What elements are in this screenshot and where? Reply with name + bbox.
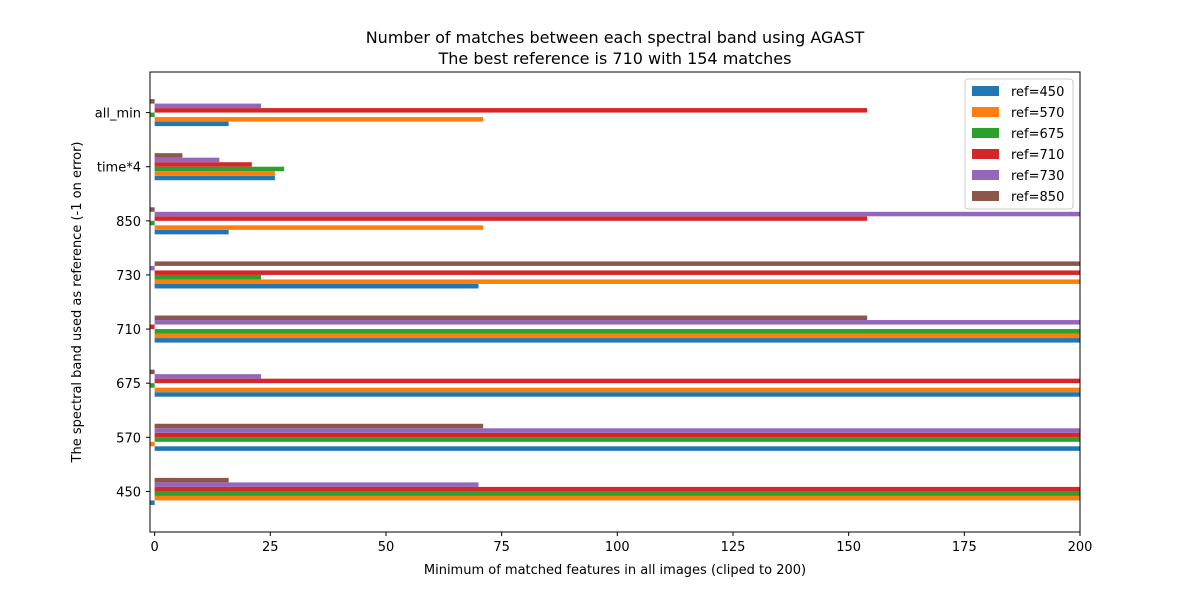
bar: [154, 274, 262, 280]
bar: [150, 112, 155, 118]
y-tick-label: 730: [116, 269, 141, 284]
legend-label: ref=450: [1011, 85, 1064, 100]
legend-label: ref=710: [1011, 148, 1064, 163]
plot-frame: [149, 71, 1081, 533]
bar: [150, 369, 155, 375]
bar: [154, 229, 229, 235]
x-axis: 0 25 50 75 100 125 150 175 200: [150, 532, 1092, 555]
bar: [154, 333, 1081, 339]
chart-title: Number of matches between each spectral …: [366, 28, 865, 47]
x-tick-label: 125: [721, 540, 746, 555]
bar: [154, 423, 484, 429]
bar: [154, 491, 1081, 496]
bar: [154, 432, 1081, 438]
x-tick-label: 50: [378, 540, 395, 555]
legend-label: ref=850: [1011, 190, 1064, 205]
x-tick-label: 200: [1068, 540, 1093, 555]
bar: [154, 374, 262, 379]
y-tick-label: 675: [116, 377, 141, 392]
bar: [154, 329, 1081, 334]
bar: [154, 486, 1081, 492]
bar: [154, 175, 275, 181]
bar: [154, 477, 229, 483]
bar: [150, 500, 155, 505]
bar: [154, 171, 275, 176]
y-tick-label: 570: [116, 431, 141, 446]
bars-group: [150, 99, 1081, 505]
bar: [154, 157, 220, 163]
bar: [154, 283, 479, 289]
y-tick-label: 710: [116, 323, 141, 338]
bar: [150, 220, 155, 226]
bar: [154, 225, 484, 230]
bar: [154, 166, 285, 172]
y-tick-label: time*4: [97, 161, 141, 176]
bar: [154, 261, 1081, 266]
bar: [154, 378, 1081, 384]
legend: ref=450 ref=570 ref=675 ref=710 ref=730 ref=8…: [964, 78, 1074, 210]
legend-swatch: [972, 128, 999, 138]
bar: [150, 207, 155, 212]
bar: [154, 121, 229, 127]
bar: [154, 216, 868, 221]
bar: [154, 279, 1081, 284]
bar: [154, 117, 484, 122]
legend-swatch: [972, 149, 999, 159]
bar: [154, 153, 183, 158]
x-tick-label: 25: [262, 540, 279, 555]
x-tick-label: 150: [836, 540, 861, 555]
x-axis-label: Minimum of matched features in all image…: [424, 563, 806, 578]
y-axis: 450 570 675 710 730 850 time*4 all_min: [95, 107, 150, 500]
bar: [150, 441, 155, 447]
legend-swatch: [972, 191, 999, 201]
y-tick-label: 450: [116, 485, 141, 500]
bar: [154, 446, 1081, 451]
bar: [154, 103, 262, 109]
bar: [154, 387, 1081, 393]
bar: [150, 324, 155, 330]
bar: [154, 437, 1081, 442]
y-axis-label: The spectral band used as reference (-1 …: [70, 142, 85, 464]
legend-label: ref=675: [1011, 127, 1064, 142]
bar: [154, 315, 868, 321]
bar: [150, 265, 155, 271]
legend-swatch: [972, 170, 999, 180]
bar: [154, 162, 252, 167]
legend-label: ref=570: [1011, 106, 1064, 121]
legend-label: ref=730: [1011, 169, 1064, 184]
x-tick-label: 175: [952, 540, 977, 555]
y-tick-label: all_min: [95, 107, 141, 122]
bar: [154, 428, 1081, 433]
y-tick-label: 850: [116, 215, 141, 230]
bar: [154, 495, 1081, 501]
legend-swatch: [972, 107, 999, 117]
x-tick-label: 100: [605, 540, 630, 555]
bar: [154, 338, 1081, 343]
bar: [154, 320, 1081, 325]
bar: [154, 392, 1081, 397]
bar: [150, 99, 155, 104]
bar: [154, 211, 1081, 217]
bar: [150, 383, 155, 388]
chart-subtitle: The best reference is 710 with 154 match…: [438, 49, 792, 68]
legend-swatch: [972, 86, 999, 96]
bar: [154, 270, 1081, 275]
bar: [154, 482, 479, 487]
x-tick-label: 0: [150, 540, 158, 555]
x-tick-label: 75: [493, 540, 510, 555]
bar: [154, 108, 868, 113]
